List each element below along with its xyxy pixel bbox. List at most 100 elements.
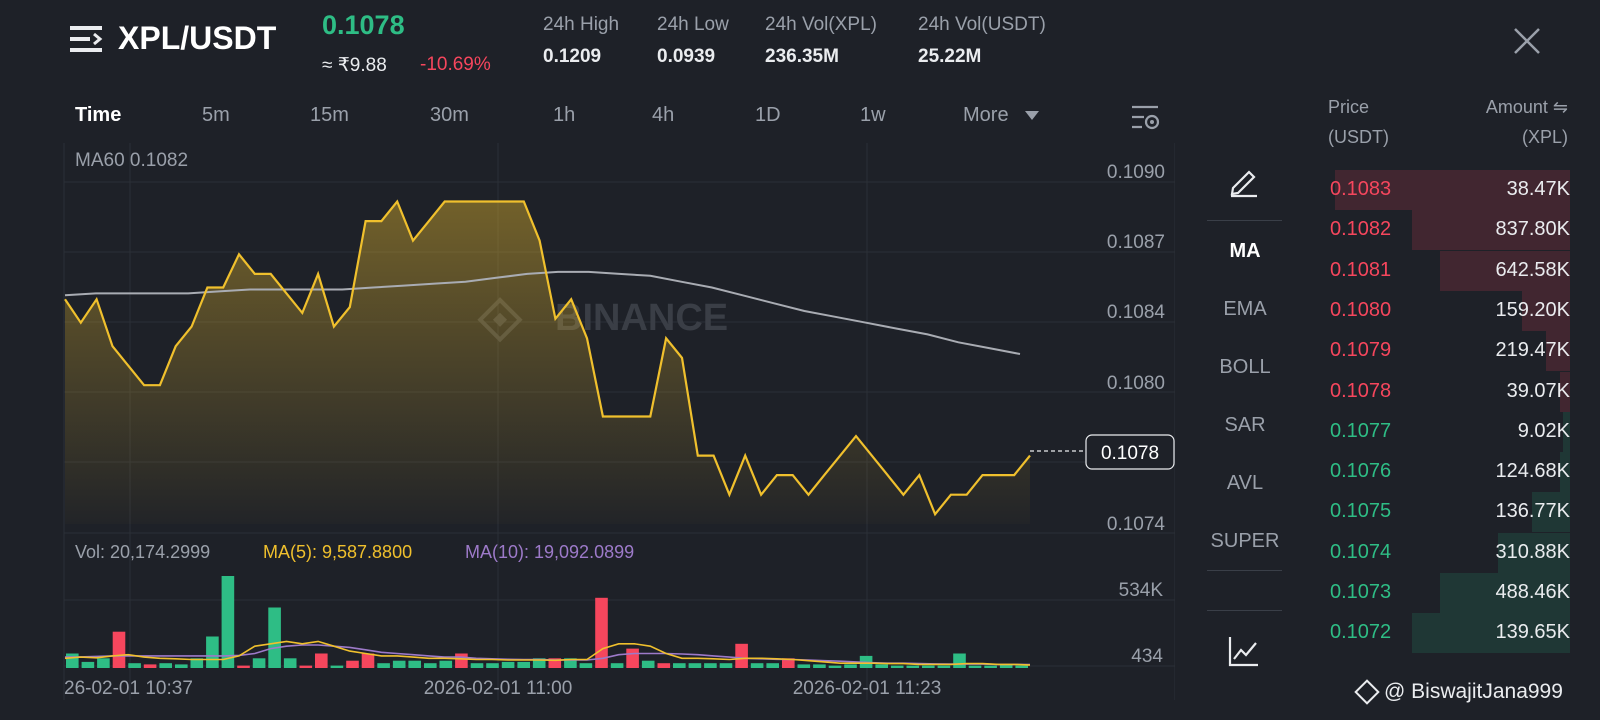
volume-bar bbox=[97, 658, 110, 668]
indicator-avl[interactable]: AVL bbox=[1226, 472, 1264, 494]
menu-icon[interactable] bbox=[70, 24, 104, 54]
volume-bar bbox=[984, 665, 997, 668]
volume-bar bbox=[688, 663, 702, 668]
stat-value-high: 0.1209 bbox=[543, 46, 602, 67]
time-label: 2026-02-01 11:23 bbox=[793, 678, 942, 699]
depth-bar bbox=[1440, 250, 1570, 291]
orderbook-amount: 219.47K bbox=[1495, 339, 1570, 362]
pair-title[interactable]: XPL/USDT bbox=[118, 20, 277, 56]
divider bbox=[1207, 570, 1282, 571]
chart-indicator-icon[interactable] bbox=[1227, 634, 1261, 668]
volume-bar bbox=[890, 665, 904, 668]
tab-more[interactable]: More bbox=[963, 104, 1009, 126]
depth-bar bbox=[1531, 492, 1570, 533]
vol-ma5-line bbox=[64, 640, 1031, 666]
volume-bar bbox=[501, 661, 515, 668]
volume-bar bbox=[922, 665, 935, 668]
orderbook-amount: 310.88K bbox=[1495, 540, 1570, 563]
depth-bar bbox=[1334, 170, 1570, 210]
orderbook-ask-row[interactable]: 0.1083 38.47K bbox=[1330, 170, 1570, 210]
price-tick: 0.1080 bbox=[1107, 373, 1165, 394]
depth-bar bbox=[1411, 613, 1570, 654]
volume-bar bbox=[252, 658, 266, 668]
tab-5m[interactable]: 5m bbox=[202, 104, 230, 126]
orderbook-amount-header[interactable]: Amount ⇋ (XPL) bbox=[1485, 97, 1568, 147]
tab-1h[interactable]: 1h bbox=[553, 104, 576, 126]
volume-bar bbox=[175, 664, 188, 668]
indicator-boll[interactable]: BOLL bbox=[1219, 356, 1271, 378]
vol-tick: 534K bbox=[1119, 580, 1164, 601]
depth-bar bbox=[1411, 210, 1570, 251]
volume-bar bbox=[361, 653, 375, 668]
depth-bar bbox=[1440, 573, 1570, 613]
volume-bar bbox=[937, 665, 951, 668]
volume-bar bbox=[968, 665, 982, 668]
volume-bar bbox=[283, 658, 297, 668]
tab-15m[interactable]: 15m bbox=[310, 104, 349, 126]
stat-label-low: 24h Low bbox=[657, 14, 729, 35]
stat-value-vol-quote: 25.22M bbox=[918, 46, 982, 67]
tab-time[interactable]: Time bbox=[75, 104, 122, 126]
orderbook-bid-row[interactable]: 0.1076 124.68K bbox=[1330, 452, 1570, 493]
time-label: 26-02-01 10:37 bbox=[64, 678, 193, 699]
volume-bar bbox=[143, 664, 157, 668]
orderbook-ask-row[interactable]: 0.1082 837.80K bbox=[1330, 210, 1570, 251]
volume-bar bbox=[641, 660, 655, 668]
tab-1w[interactable]: 1w bbox=[860, 104, 886, 126]
orderbook-ask-row[interactable]: 0.1080 159.20K bbox=[1330, 290, 1570, 331]
orderbook-bid-row[interactable]: 0.1075 136.77K bbox=[1330, 492, 1570, 533]
tab-4h[interactable]: 4h bbox=[652, 104, 675, 126]
volume-bar bbox=[315, 653, 328, 668]
tab-1d[interactable]: 1D bbox=[755, 104, 781, 126]
volume-bar bbox=[953, 653, 966, 668]
orderbook-price: 0.1081 bbox=[1330, 258, 1392, 281]
orderbook-amount: 837.80K bbox=[1495, 218, 1570, 241]
stat-value-low: 0.0939 bbox=[657, 46, 716, 67]
orderbook-ask-row[interactable]: 0.1078 39.07K bbox=[1330, 371, 1570, 412]
volume-bar bbox=[704, 663, 717, 668]
volume-bar bbox=[657, 663, 671, 668]
fiat-price: ≈ ₹9.88 bbox=[322, 55, 387, 76]
orderbook-amount: 38.47K bbox=[1506, 178, 1570, 200]
tab-30m[interactable]: 30m bbox=[430, 104, 469, 126]
caret-down-icon[interactable] bbox=[1025, 111, 1039, 121]
orderbook-ask-row[interactable]: 0.1079 219.47K bbox=[1330, 331, 1570, 372]
indicator-super[interactable]: SUPER bbox=[1210, 530, 1280, 552]
orderbook-price-header: Price (USDT) bbox=[1328, 97, 1389, 147]
credit-text: @ BiswajitJana999 bbox=[1354, 679, 1563, 706]
orderbook-price: 0.1072 bbox=[1330, 621, 1392, 644]
orderbook-price: 0.1082 bbox=[1330, 218, 1392, 241]
indicator-ema[interactable]: EMA bbox=[1223, 298, 1267, 320]
vol-ma10-legend: MA(10): 19,092.0899 bbox=[465, 542, 634, 562]
indicator-sar[interactable]: SAR bbox=[1224, 414, 1266, 436]
price-chart[interactable]: BINANCE 0.1078 MA60 0.1082 0.1090 0.1087… bbox=[0, 140, 1175, 705]
volume-bar bbox=[719, 663, 733, 668]
orderbook-price: 0.1078 bbox=[1330, 379, 1392, 402]
orderbook-amount: 488.46K bbox=[1495, 581, 1570, 603]
volume-bar bbox=[128, 663, 141, 668]
orderbook-amount: 642.58K bbox=[1495, 258, 1570, 281]
volume-bar bbox=[813, 664, 826, 668]
orderbook-price: 0.1079 bbox=[1330, 339, 1392, 362]
volume-bar bbox=[486, 663, 499, 668]
indicator-ma[interactable]: MA bbox=[1229, 240, 1261, 262]
orderbook-price: 0.1076 bbox=[1330, 460, 1392, 483]
volume-bar bbox=[564, 658, 577, 668]
orderbook-bid-row[interactable]: 0.1072 139.65K bbox=[1330, 613, 1570, 654]
orderbook-bid-row[interactable]: 0.1074 310.88K bbox=[1330, 532, 1570, 573]
volume-bar bbox=[392, 660, 406, 668]
stat-label-vol-base: 24h Vol(XPL) bbox=[765, 14, 877, 35]
divider bbox=[1207, 220, 1282, 221]
orderbook-ask-row[interactable]: 0.1081 642.58K bbox=[1330, 250, 1570, 291]
volume-bar bbox=[470, 663, 484, 668]
orderbook-bid-row[interactable]: 0.1077 9.02K bbox=[1330, 411, 1570, 452]
orderbook-amount: 136.77K bbox=[1495, 500, 1570, 523]
price-tick: 0.1084 bbox=[1107, 302, 1166, 323]
orderbook-bid-row[interactable]: 0.1073 488.46K bbox=[1330, 573, 1570, 613]
chart-settings-icon[interactable] bbox=[1130, 103, 1160, 131]
vol-legend: Vol: 20,174.2999 bbox=[75, 542, 210, 562]
close-icon[interactable] bbox=[1513, 27, 1541, 55]
volume-bar bbox=[766, 663, 779, 668]
draw-tool-icon[interactable] bbox=[1227, 164, 1261, 198]
volume-bar bbox=[346, 660, 359, 668]
